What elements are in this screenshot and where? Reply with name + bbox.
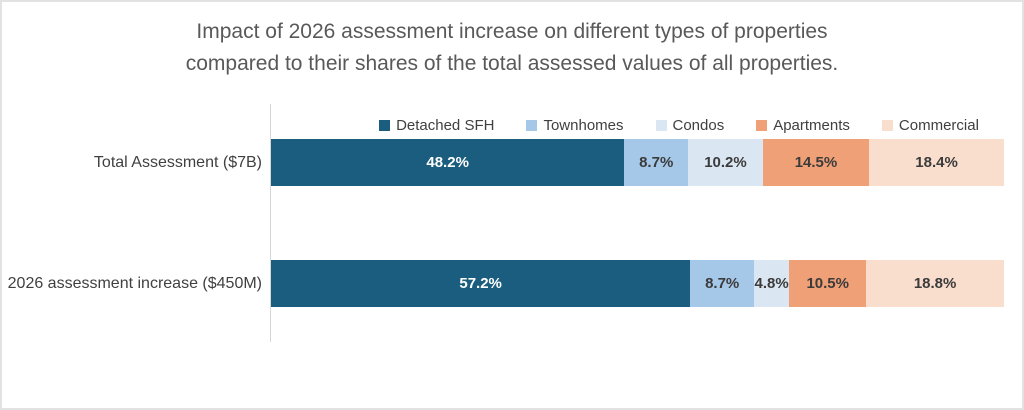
data-label: 18.8% — [913, 275, 957, 292]
bar-segment-detached-sfh: 48.2% — [271, 139, 625, 186]
data-label: 57.2% — [459, 275, 502, 292]
chart-title-line-2: compared to their shares of the total as… — [185, 52, 839, 75]
chart-title-line-1: Impact of 2026 assessment increase on di… — [196, 20, 828, 43]
legend-label: Condos — [672, 116, 725, 134]
legend-swatch-icon — [379, 119, 391, 131]
bar-segment-commercial: 18.8% — [866, 260, 1004, 307]
bar-segment-townhomes: 8.7% — [690, 260, 755, 307]
chart-title: Impact of 2026 assessment increase on di… — [2, 16, 1022, 80]
bar-segment-apartments: 10.5% — [789, 260, 867, 307]
legend-item-apartments: Apartments — [756, 117, 850, 134]
data-label: 8.7% — [705, 275, 740, 292]
legend-item-townhomes: Townhomes — [526, 116, 624, 134]
legend-item-detached-sfh: Detached SFH — [379, 117, 494, 134]
legend-swatch-icon — [526, 119, 538, 131]
data-label: 18.4% — [915, 154, 958, 171]
bar-segment-detached-sfh: 57.2% — [271, 260, 691, 307]
legend-label: Commercial — [898, 116, 979, 134]
data-label: 8.7% — [639, 154, 674, 171]
legend-label: Detached SFH — [396, 116, 495, 134]
data-label: 4.8% — [754, 275, 789, 292]
legend-item-condos: Condos — [655, 116, 725, 134]
bar-segment-commercial: 18.4% — [869, 139, 1004, 186]
legend-label: Apartments — [773, 116, 850, 134]
bar-segment-condos: 4.8% — [754, 260, 790, 307]
legend-item-commercial: Commercial — [881, 116, 979, 134]
legend-swatch-icon — [655, 119, 667, 131]
data-label: 10.5% — [806, 275, 849, 292]
data-label: 48.2% — [426, 154, 469, 171]
stacked-bar-2: 57.2% 8.7% 4.8% 10.5% 18.8% — [271, 260, 1004, 307]
legend-swatch-icon — [881, 119, 893, 131]
chart-legend: Detached SFH Townhomes Condos Apartments Com… — [332, 112, 1022, 138]
category-label-total-assessment-7b-: Total Assessment ($7B) — [93, 154, 262, 171]
data-label: 14.5% — [794, 154, 838, 171]
data-label: 10.2% — [704, 154, 747, 171]
y-axis-line — [270, 104, 271, 342]
bar-segment-condos: 10.2% — [688, 139, 763, 186]
bar-segment-apartments: 14.5% — [762, 139, 870, 186]
legend-swatch-icon — [756, 119, 768, 131]
category-label-2026-assessment-increase-450m-: 2026 assessment increase ($450M) — [7, 275, 262, 292]
stacked-bar-1: 48.2% 8.7% 10.2% 14.5% 18.4% — [271, 139, 1004, 186]
legend-label: Townhomes — [543, 116, 624, 134]
bar-segment-townhomes: 8.7% — [624, 139, 689, 186]
